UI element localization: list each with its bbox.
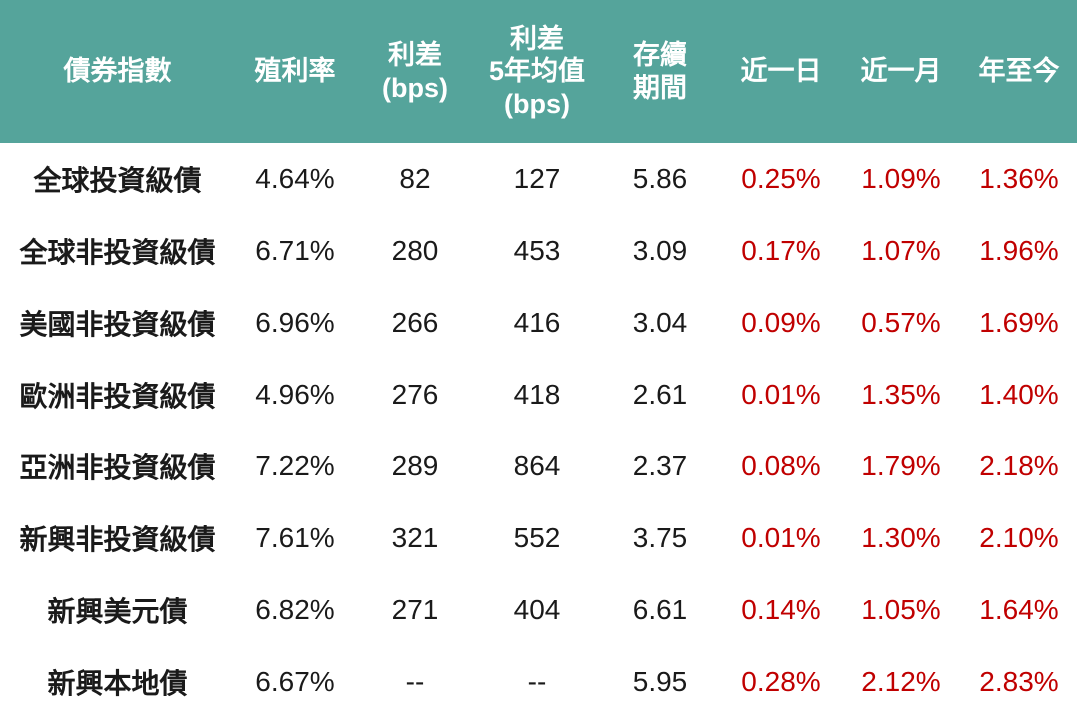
cell-bond-index: 全球非投資級債 (19, 236, 216, 268)
cell-spread: 271 (391, 594, 439, 626)
cell-duration: 3.75 (632, 522, 688, 554)
cell-1-day: 0.14% (741, 594, 821, 626)
cell-ytd: 1.36% (979, 162, 1059, 194)
table-row: 亞洲非投資級債 7.22% 289 864 2.37 0.08% 1.79% 2… (0, 431, 1077, 503)
cell-1-day: 0.09% (741, 306, 821, 338)
cell-1-day: 0.08% (741, 450, 821, 482)
cell-spread-5y: 864 (513, 450, 561, 482)
col-header-spread-5y-avg: 利差 5年均值 (bps) (475, 0, 599, 143)
cell-spread: 321 (391, 522, 439, 554)
col-header-duration: 存續 期間 (599, 0, 721, 143)
cell-yield: 7.61% (255, 522, 335, 554)
cell-ytd: 2.18% (979, 450, 1059, 482)
col-header-1-month: 近一月 (841, 0, 961, 143)
cell-yield: 6.96% (255, 306, 335, 338)
header-row: 債券指數 殖利率 利差 (bps) 利差 5年均值 (bps) 存續 期間 近一… (0, 0, 1077, 143)
cell-bond-index: 新興非投資級債 (19, 524, 216, 556)
cell-spread-5y: 552 (513, 522, 561, 554)
cell-duration: 5.95 (632, 666, 688, 698)
cell-1-month: 1.30% (861, 522, 941, 554)
col-header-ytd: 年至今 (961, 0, 1077, 143)
cell-yield: 6.71% (255, 234, 335, 266)
cell-spread-5y: -- (527, 666, 547, 698)
cell-spread-5y: 416 (513, 306, 561, 338)
cell-spread-5y: 453 (513, 234, 561, 266)
cell-yield: 7.22% (255, 450, 335, 482)
cell-ytd: 1.96% (979, 234, 1059, 266)
cell-1-month: 1.07% (861, 234, 941, 266)
cell-spread: 280 (391, 234, 439, 266)
cell-1-month: 1.79% (861, 450, 941, 482)
cell-duration: 6.61 (632, 594, 688, 626)
table-row: 新興美元債 6.82% 271 404 6.61 0.14% 1.05% 1.6… (0, 574, 1077, 646)
cell-1-day: 0.01% (741, 522, 821, 554)
cell-bond-index: 美國非投資級債 (19, 308, 216, 340)
table-row: 全球非投資級債 6.71% 280 453 3.09 0.17% 1.07% 1… (0, 215, 1077, 287)
cell-spread: 82 (399, 162, 431, 194)
cell-bond-index: 新興本地債 (47, 668, 188, 700)
cell-spread: 266 (391, 306, 439, 338)
cell-1-month: 2.12% (861, 666, 941, 698)
cell-ytd: 1.64% (979, 594, 1059, 626)
cell-duration: 2.37 (632, 450, 688, 482)
cell-ytd: 2.10% (979, 522, 1059, 554)
cell-1-month: 1.05% (861, 594, 941, 626)
cell-bond-index: 全球投資級債 (33, 164, 202, 196)
cell-duration: 5.86 (632, 162, 688, 194)
table-row: 全球投資級債 4.64% 82 127 5.86 0.25% 1.09% 1.3… (0, 143, 1077, 215)
cell-1-month: 1.09% (861, 162, 941, 194)
cell-1-day: 0.01% (741, 378, 821, 410)
table-row: 美國非投資級債 6.96% 266 416 3.04 0.09% 0.57% 1… (0, 287, 1077, 359)
cell-bond-index: 歐洲非投資級債 (19, 380, 216, 412)
cell-ytd: 2.83% (979, 666, 1059, 698)
cell-ytd: 1.40% (979, 378, 1059, 410)
col-header-spread-bps: 利差 (bps) (355, 0, 475, 143)
table-row: 新興非投資級債 7.61% 321 552 3.75 0.01% 1.30% 2… (0, 502, 1077, 574)
cell-spread-5y: 127 (513, 162, 561, 194)
cell-duration: 3.04 (632, 306, 688, 338)
table-row: 歐洲非投資級債 4.96% 276 418 2.61 0.01% 1.35% 1… (0, 359, 1077, 431)
col-header-bond-index: 債券指數 (0, 0, 235, 143)
col-header-yield: 殖利率 (235, 0, 355, 143)
cell-1-day: 0.17% (741, 234, 821, 266)
cell-spread: 289 (391, 450, 439, 482)
cell-yield: 6.82% (255, 594, 335, 626)
cell-1-month: 1.35% (861, 378, 941, 410)
col-header-1-day: 近一日 (721, 0, 841, 143)
cell-spread: -- (405, 666, 425, 698)
cell-ytd: 1.69% (979, 306, 1059, 338)
cell-yield: 4.64% (255, 162, 335, 194)
cell-duration: 2.61 (632, 378, 688, 410)
table-row: 新興本地債 6.67% -- -- 5.95 0.28% 2.12% 2.83% (0, 646, 1077, 718)
cell-1-month: 0.57% (861, 306, 941, 338)
cell-yield: 4.96% (255, 378, 335, 410)
cell-1-day: 0.28% (741, 666, 821, 698)
cell-1-day: 0.25% (741, 162, 821, 194)
cell-spread-5y: 418 (513, 378, 561, 410)
cell-duration: 3.09 (632, 234, 688, 266)
cell-bond-index: 亞洲非投資級債 (19, 452, 216, 484)
cell-spread-5y: 404 (513, 594, 561, 626)
cell-spread: 276 (391, 378, 439, 410)
cell-yield: 6.67% (255, 666, 335, 698)
cell-bond-index: 新興美元債 (47, 596, 188, 628)
